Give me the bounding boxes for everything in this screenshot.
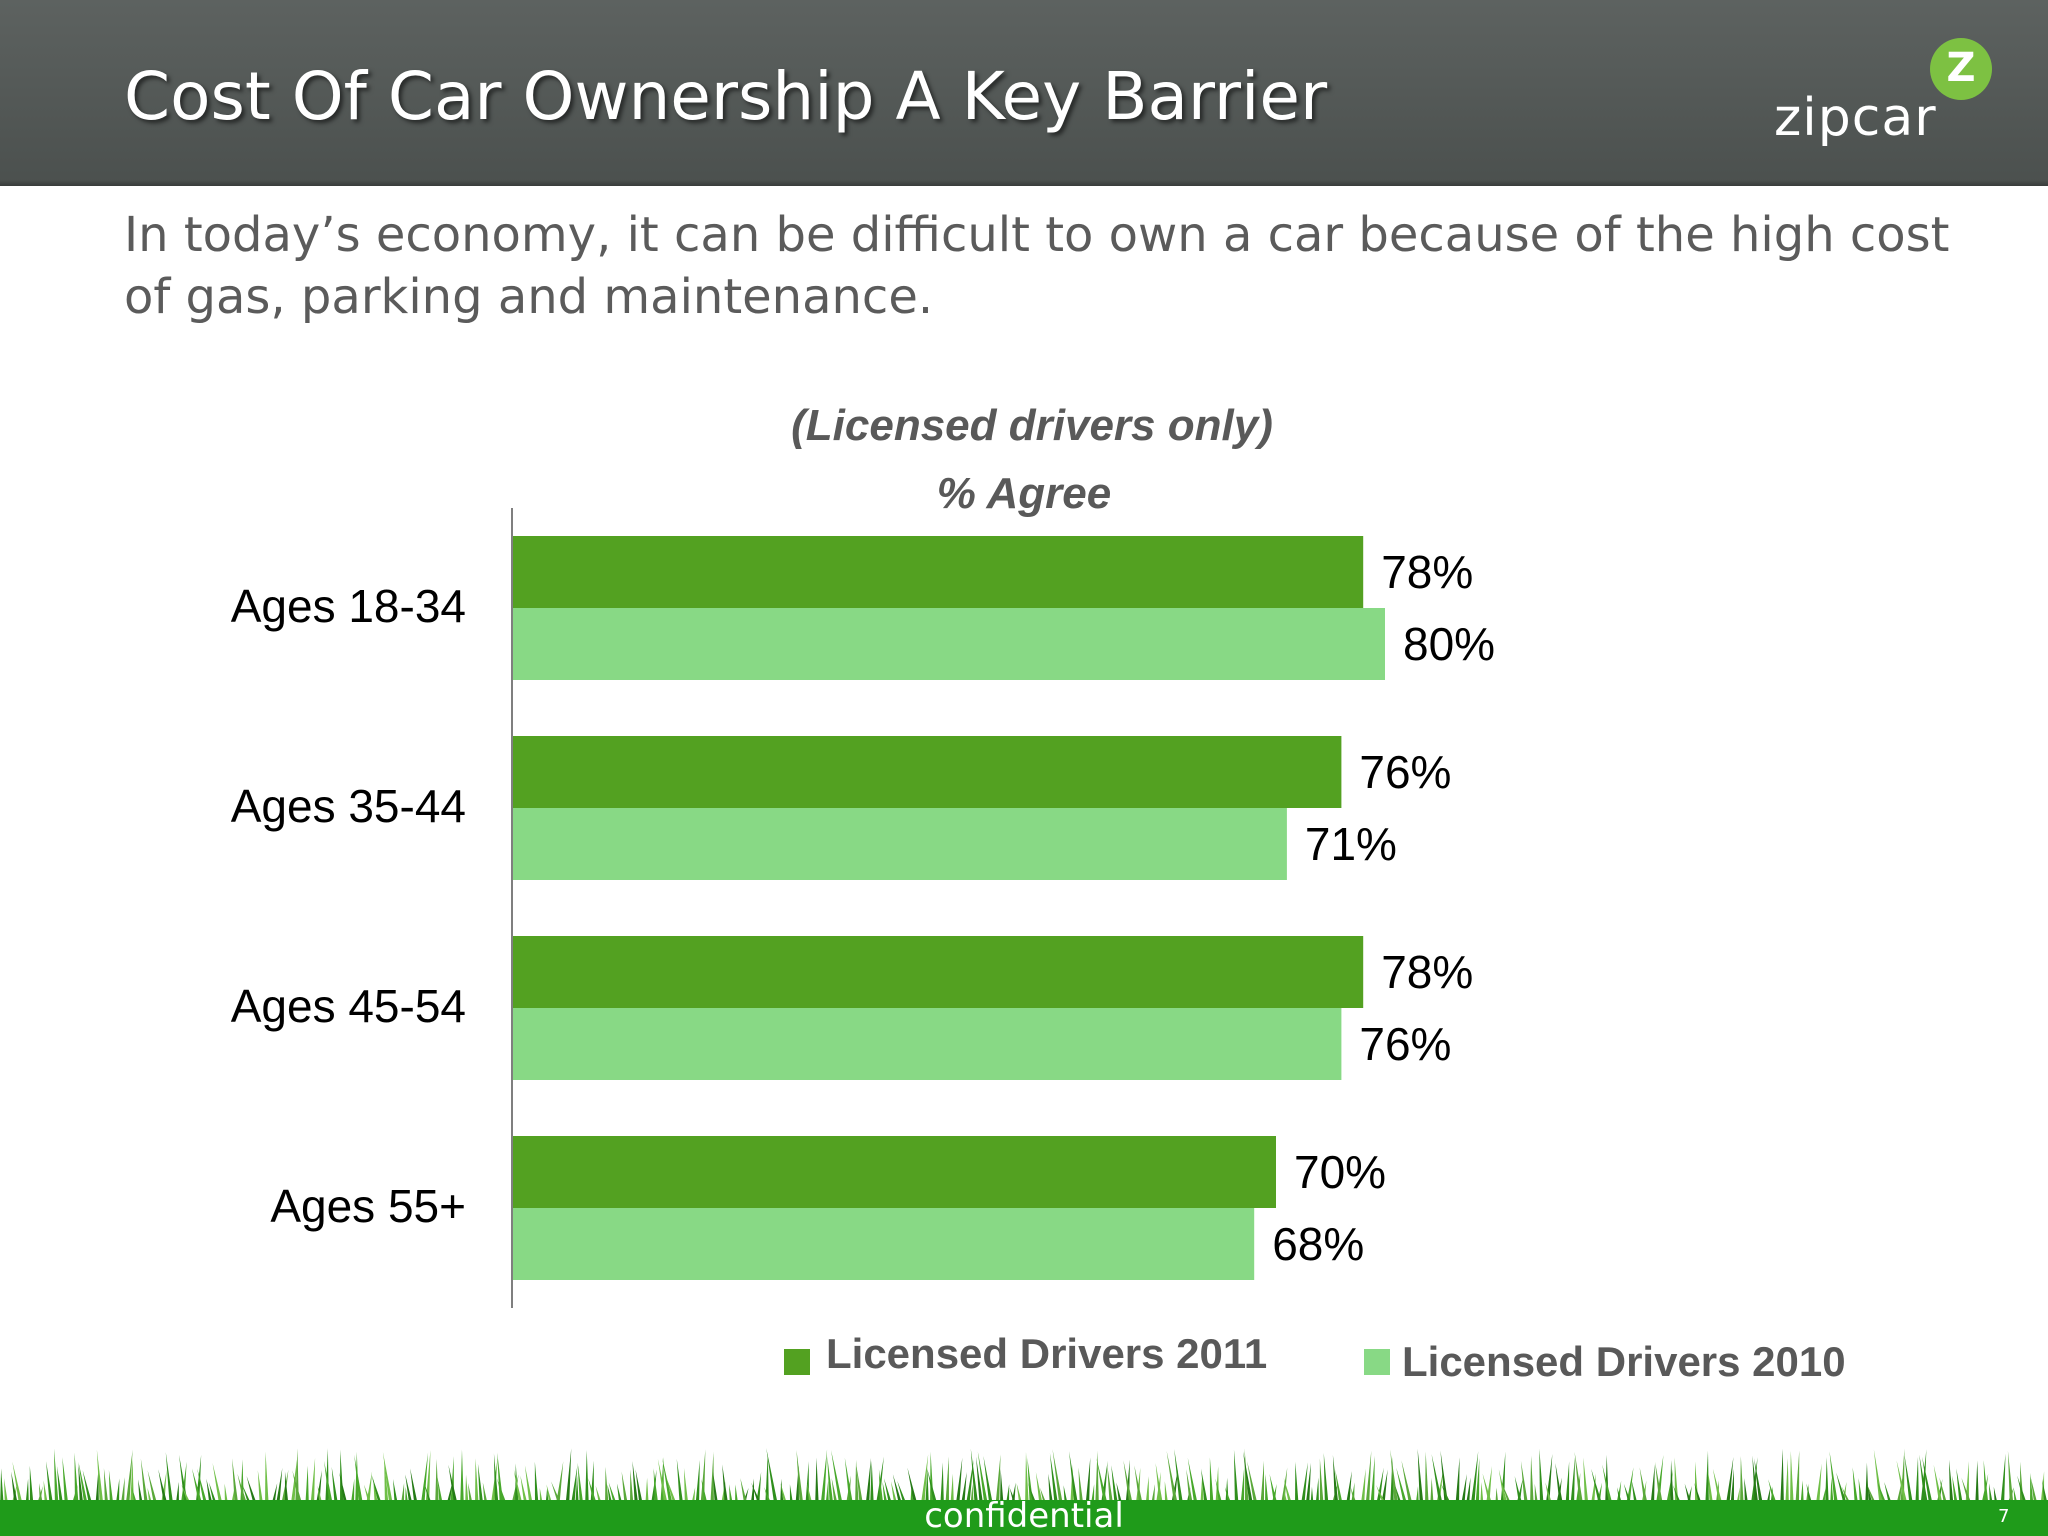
confidential-label: confidential <box>924 1496 1124 1536</box>
slide-title: Cost Of Car Ownership A Key Barrier <box>124 58 1328 135</box>
chart-subtitle: % Agree <box>937 469 1111 518</box>
logo-wordmark: zipcar <box>1774 88 1937 148</box>
bar <box>513 936 1364 1008</box>
category-label: Ages 55+ <box>270 1180 466 1232</box>
title-bar: Cost Of Car Ownership A Key Barrier zipc… <box>0 0 2048 186</box>
category-label: Ages 35-44 <box>231 780 466 832</box>
data-label: 70% <box>1294 1146 1386 1198</box>
bar <box>513 608 1385 680</box>
bar <box>513 1208 1255 1280</box>
data-label: 78% <box>1381 946 1473 998</box>
category-label: Ages 45-54 <box>231 980 466 1032</box>
page-number: 7 <box>1998 1506 2010 1527</box>
data-label: 78% <box>1381 546 1473 598</box>
legend-label-2010: Licensed Drivers 2010 <box>1402 1338 1846 1385</box>
category-label: Ages 18-34 <box>231 580 466 632</box>
data-label: 71% <box>1305 818 1397 870</box>
data-label: 76% <box>1359 746 1451 798</box>
legend-swatch-2011 <box>784 1349 810 1375</box>
chart-title: (Licensed drivers only) <box>791 401 1273 450</box>
bar <box>513 808 1287 880</box>
bar <box>513 536 1364 608</box>
legend-swatch-2010 <box>1364 1349 1390 1375</box>
bar <box>513 1008 1342 1080</box>
slide-subtitle: In today’s economy, it can be difficult … <box>124 207 1950 325</box>
footer-band <box>0 1500 2048 1536</box>
legend-label-2011: Licensed Drivers 2011 <box>826 1330 1267 1377</box>
bar-chart: (Licensed drivers only) % Agree Ages 18-… <box>231 401 1846 1385</box>
chart-legend: Licensed Drivers 2011 Licensed Drivers 2… <box>784 1330 1846 1385</box>
bar <box>513 1136 1276 1208</box>
zipcar-logo: zipcar Z <box>1770 38 2000 158</box>
logo-badge-icon: Z <box>1930 38 1992 100</box>
data-label: 76% <box>1359 1018 1451 1070</box>
bar <box>513 736 1342 808</box>
data-label: 68% <box>1272 1218 1364 1270</box>
data-label: 80% <box>1403 618 1495 670</box>
